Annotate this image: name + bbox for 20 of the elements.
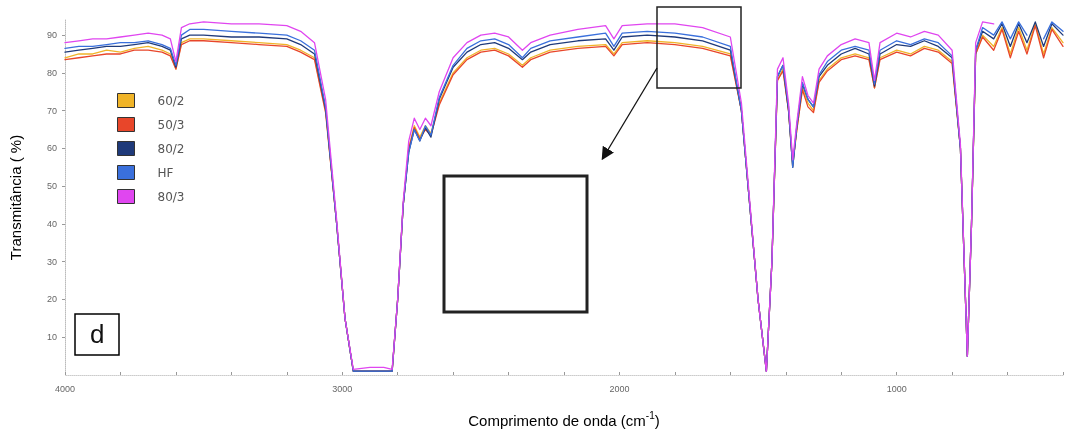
x-tick-label: 2000 xyxy=(609,383,630,394)
annotation: d xyxy=(90,319,105,349)
y-tick-label: 70 xyxy=(46,105,57,116)
x-tick-label: 4000 xyxy=(54,383,76,394)
y-tick-label: 90 xyxy=(46,30,57,41)
x-tick-label: 3000 xyxy=(332,383,353,394)
y-tick-label: 30 xyxy=(46,256,57,267)
legend-label: HF xyxy=(157,165,174,180)
y-tick-label: 60 xyxy=(46,143,57,154)
legend-label: 80/2 xyxy=(157,141,185,156)
y-tick-label: 20 xyxy=(46,294,57,305)
y-tick-label: 10 xyxy=(46,332,57,343)
legend-label: 60/2 xyxy=(157,93,185,108)
y-tick-label: 40 xyxy=(46,218,57,229)
y-tick-label: 80 xyxy=(46,67,57,78)
y-axis-title: Transmitância ( %) xyxy=(7,134,24,261)
legend-label: 80/3 xyxy=(157,189,185,204)
legend-label: 50/3 xyxy=(157,117,185,132)
x-tick-label: 1000 xyxy=(886,383,907,394)
y-tick-label: 50 xyxy=(46,181,57,192)
